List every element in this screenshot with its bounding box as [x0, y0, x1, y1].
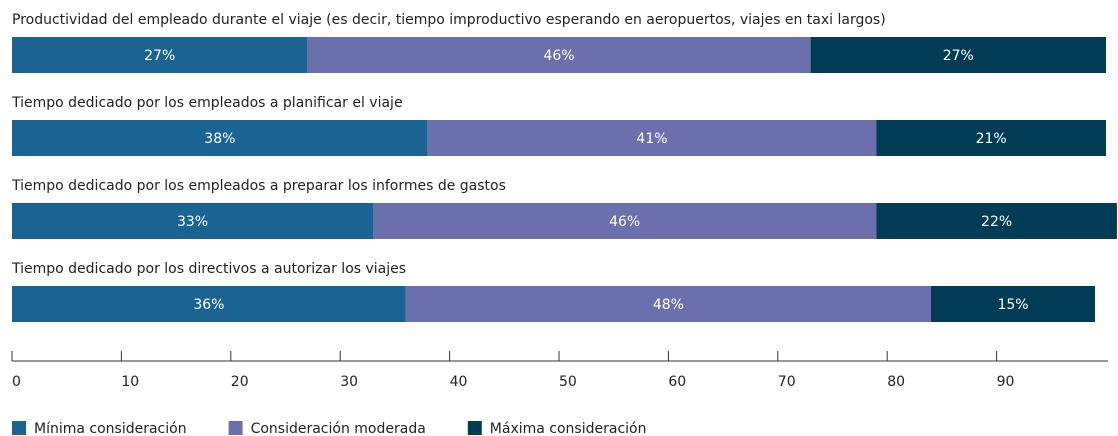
row-title: Tiempo dedicado por los empleados a plan… — [11, 95, 403, 111]
bar-segment — [930, 286, 1096, 322]
row-title: Tiempo dedicado por los empleados a prep… — [11, 178, 506, 194]
x-tick-label: 80 — [887, 374, 905, 390]
data-label: 38% — [204, 131, 235, 147]
legend-label: Máxima consideración — [490, 421, 647, 436]
legend-label: Consideración moderada — [251, 421, 426, 436]
legend-swatch — [467, 421, 482, 435]
bar-segment — [373, 203, 877, 239]
legend-swatch — [12, 421, 26, 435]
x-tick-label: 0 — [12, 374, 21, 390]
row-title: Productividad del empleado durante el vi… — [12, 12, 886, 28]
x-tick-label: 30 — [340, 374, 358, 390]
bar-segment — [12, 203, 374, 239]
data-label: 27% — [144, 48, 175, 64]
x-tick-label: 40 — [450, 374, 468, 390]
x-tick-label: 90 — [997, 374, 1015, 390]
data-label: 27% — [943, 48, 974, 64]
x-tick-label: 60 — [668, 374, 686, 390]
bar-segment — [405, 286, 931, 322]
data-label: 33% — [177, 214, 208, 230]
bar-segment — [876, 120, 1106, 156]
x-tick-label: 50 — [559, 374, 577, 390]
data-label: 46% — [543, 48, 574, 64]
bar-segment — [810, 37, 1106, 73]
x-tick-label: 20 — [231, 374, 249, 390]
data-label: 48% — [653, 297, 684, 313]
data-label: 15% — [997, 297, 1028, 313]
data-label: 36% — [193, 297, 224, 313]
bar-segment — [12, 120, 428, 156]
x-tick-label: 10 — [121, 374, 139, 390]
data-label: 41% — [636, 131, 667, 147]
row-title: Tiempo dedicado por los directivos a aut… — [11, 261, 406, 277]
bar-segment — [876, 203, 1117, 239]
legend-label: Mínima consideración — [34, 421, 187, 436]
bar-segment — [307, 37, 811, 73]
data-label: 22% — [981, 214, 1012, 230]
bar-segment — [427, 120, 877, 156]
bar-segment — [12, 286, 406, 322]
data-label: 46% — [609, 214, 640, 230]
data-label: 21% — [976, 131, 1007, 147]
legend-swatch — [228, 421, 243, 435]
bar-segment — [12, 37, 308, 73]
x-tick-label: 70 — [778, 374, 796, 390]
